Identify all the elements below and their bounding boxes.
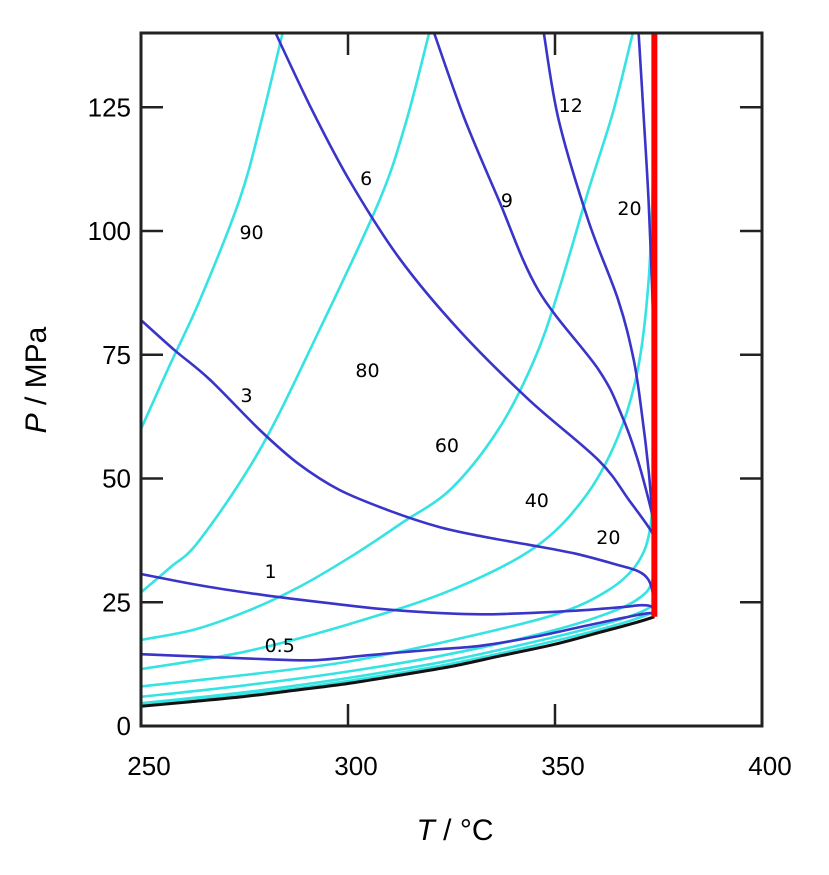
light-label-40: 40 (525, 490, 549, 512)
x-tick-label: 250 (127, 751, 170, 781)
light-line-10 (141, 571, 656, 699)
light-line-40 (141, 33, 656, 671)
light-label-20: 20 (596, 527, 620, 549)
y-tick-label: 50 (102, 464, 131, 494)
light-series-group (141, 33, 656, 707)
light-label-90: 90 (239, 222, 263, 244)
y-tick-label: 25 (102, 587, 131, 617)
light-line-20 (141, 468, 656, 688)
y-tick-label: 125 (88, 92, 131, 122)
y-tick-label: 0 (117, 711, 131, 741)
x-tick-label: 350 (541, 751, 584, 781)
light-line-60 (141, 33, 635, 642)
light-label-80: 80 (355, 360, 379, 382)
light-label-60: 60 (435, 435, 459, 457)
dark-line-0.5 (141, 611, 656, 662)
y-tick-label: 100 (88, 216, 131, 246)
dark-label-0.5: 0.5 (265, 635, 295, 657)
dark-label-12: 12 (559, 95, 583, 117)
x-tick-label: 400 (748, 751, 791, 781)
dark-label-1: 1 (265, 561, 277, 583)
dark-series-group (141, 33, 657, 662)
x-axis-label: T / °C (417, 814, 494, 847)
dark-label-3: 3 (241, 385, 253, 407)
dark-line-3 (141, 319, 656, 617)
light-line-90 (141, 33, 284, 430)
x-tick-label: 300 (334, 751, 377, 781)
dark-line-6 (274, 33, 657, 548)
y-tick-label: 75 (102, 340, 131, 370)
dark-label-9: 9 (501, 190, 513, 212)
ticks-group: 250 300 350 400 0 25 50 75 100 125 (88, 33, 792, 781)
light-line-2 (141, 610, 655, 707)
saturation-curve-group (141, 615, 655, 708)
annotations-group: 90 80 60 40 20 0.5 1 3 6 9 12 20 (239, 95, 641, 657)
plot-frame (139, 31, 764, 728)
dark-line-1 (141, 572, 656, 617)
dark-label-6: 6 (360, 168, 372, 190)
dark-line-9 (432, 33, 657, 534)
y-axis-label: P / MPa (20, 326, 53, 433)
light-line-5 (141, 596, 656, 705)
dark-label-20: 20 (617, 198, 641, 220)
light-line-80 (141, 33, 431, 594)
saturation-curve (141, 615, 655, 708)
